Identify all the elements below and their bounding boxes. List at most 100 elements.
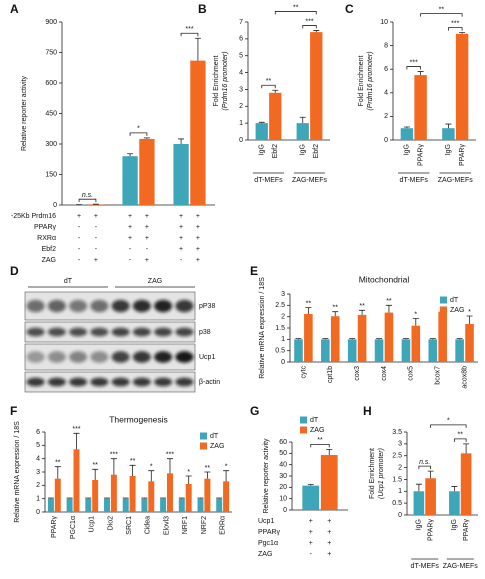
x-tick-label: NRF2 bbox=[201, 516, 208, 534]
significance-label: ** bbox=[55, 460, 61, 467]
significance-label: * bbox=[225, 464, 228, 471]
bar bbox=[442, 128, 455, 140]
bar bbox=[190, 60, 206, 206]
bar bbox=[400, 128, 414, 140]
condition-mark: - bbox=[95, 246, 98, 253]
y-tick-label: 0 bbox=[398, 512, 402, 519]
y-tick-label: 7 bbox=[239, 19, 243, 26]
legend-label: dT bbox=[450, 297, 459, 304]
y-tick-label: 600 bbox=[45, 80, 57, 87]
blot-group-label: dT bbox=[64, 278, 73, 285]
group-label: dT-MEFs bbox=[254, 177, 283, 184]
error-bar bbox=[185, 475, 192, 484]
bar bbox=[357, 314, 367, 362]
error-bar bbox=[160, 497, 167, 499]
blot-band bbox=[26, 327, 45, 337]
condition-label: -25Kb Prdm16 bbox=[11, 213, 56, 220]
bar bbox=[455, 339, 464, 362]
significance-label: ** bbox=[293, 4, 299, 11]
error-bar bbox=[359, 309, 366, 315]
significance-label: n.s. bbox=[82, 192, 93, 199]
bar bbox=[204, 478, 211, 512]
error-bar bbox=[141, 497, 148, 499]
x-tick-label: PPARγ bbox=[427, 519, 434, 542]
y-tick-label: 6 bbox=[384, 66, 388, 73]
significance-bracket bbox=[310, 443, 330, 448]
y-tick-label: 4 bbox=[384, 90, 388, 97]
y-tick-label: 0 bbox=[239, 137, 243, 144]
blot-band bbox=[111, 351, 130, 363]
x-tick-label: PPARγ bbox=[463, 519, 470, 542]
y-tick-label: 10 bbox=[380, 19, 388, 26]
bar bbox=[321, 339, 330, 362]
condition-mark: + bbox=[94, 213, 98, 220]
bar bbox=[122, 156, 138, 205]
y-tick-label: 300 bbox=[45, 141, 57, 148]
error-bar bbox=[223, 470, 230, 482]
x-tick-label: SRC1 bbox=[126, 516, 133, 535]
y-tick-label: 3 bbox=[281, 291, 285, 298]
condition-mark: - bbox=[129, 257, 132, 264]
blot-band bbox=[26, 377, 45, 387]
error-bar bbox=[417, 71, 424, 76]
error-bar bbox=[122, 497, 129, 499]
legend-label: dT bbox=[210, 433, 219, 440]
y-tick-label: 40 bbox=[279, 462, 287, 469]
panel-letter: B bbox=[198, 2, 207, 16]
bar bbox=[374, 339, 384, 362]
western-blot: D dT ZAG pP38 p38 Ucp1 β-actin bbox=[10, 264, 220, 393]
bar bbox=[47, 498, 54, 512]
panel-letter: C bbox=[345, 2, 354, 16]
y-tick-label: 0.5 bbox=[392, 500, 402, 507]
significance-bracket bbox=[274, 11, 317, 15]
condition-label: PPARγ bbox=[34, 224, 57, 231]
y-tick-label: 0 bbox=[53, 202, 57, 209]
blot-band bbox=[47, 377, 66, 387]
significance-label: ** bbox=[439, 6, 445, 13]
error-bar bbox=[85, 497, 92, 499]
error-bar bbox=[445, 123, 452, 129]
group-label: ZAG-MEFs bbox=[443, 563, 478, 570]
error-bar bbox=[376, 338, 383, 340]
blot-row-label: p38 bbox=[199, 329, 211, 336]
condition-mark: + bbox=[196, 257, 200, 264]
blot-band bbox=[154, 377, 173, 387]
panel: A 0 150 300 450 600 750 900 Relative reporter ac… bbox=[10, 2, 215, 264]
y-axis-label: (Prdm16 promoter) bbox=[222, 51, 229, 110]
panel-letter: E bbox=[250, 264, 258, 278]
blot-band bbox=[132, 351, 151, 363]
significance-label: * bbox=[414, 311, 417, 318]
y-tick-label: 3.5 bbox=[392, 429, 402, 436]
bar bbox=[465, 323, 474, 362]
error-bar bbox=[216, 497, 223, 499]
legend-swatch bbox=[200, 442, 207, 450]
condition-mark: + bbox=[179, 246, 183, 253]
y-tick-label: 150 bbox=[45, 171, 57, 178]
legend-label: ZAG bbox=[210, 443, 224, 450]
bar bbox=[178, 498, 185, 512]
legend-label: dT bbox=[310, 417, 319, 424]
legend-swatch bbox=[300, 426, 307, 434]
significance-bracket bbox=[261, 84, 276, 89]
y-tick-label: 3 bbox=[398, 441, 402, 448]
blot-band bbox=[26, 299, 45, 313]
significance-label: ** bbox=[386, 298, 392, 305]
significance-label: *** bbox=[185, 26, 193, 33]
y-tick-label: 30 bbox=[279, 473, 287, 480]
bar bbox=[85, 498, 92, 512]
significance-label: ** bbox=[317, 437, 323, 444]
error-bar bbox=[299, 116, 306, 124]
bar bbox=[255, 123, 268, 140]
blot-band bbox=[132, 377, 151, 387]
blot-band bbox=[111, 327, 130, 337]
condition-mark: + bbox=[309, 540, 313, 547]
bar bbox=[413, 491, 425, 515]
condition-mark: + bbox=[327, 529, 331, 536]
legend-label: ZAG bbox=[450, 307, 464, 314]
condition-mark: + bbox=[145, 257, 149, 264]
y-tick-label: 450 bbox=[45, 110, 57, 117]
group-label: dT-MEFs bbox=[400, 177, 429, 184]
error-bar bbox=[326, 448, 333, 456]
bar bbox=[166, 473, 173, 512]
